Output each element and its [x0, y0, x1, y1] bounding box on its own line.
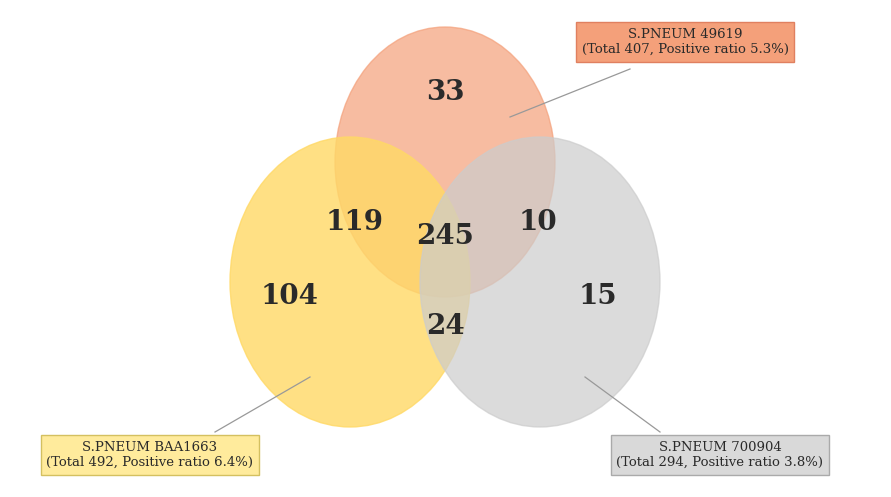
- Text: S.PNEUM 700904
(Total 294, Positive ratio 3.8%): S.PNEUM 700904 (Total 294, Positive rati…: [617, 441, 823, 469]
- Text: 24: 24: [426, 314, 464, 340]
- Text: 104: 104: [261, 283, 319, 311]
- Text: 10: 10: [519, 209, 557, 236]
- Text: 245: 245: [416, 224, 474, 250]
- Text: 33: 33: [426, 79, 464, 105]
- Ellipse shape: [420, 137, 660, 427]
- Text: 119: 119: [326, 209, 384, 236]
- Text: 15: 15: [578, 283, 617, 311]
- Text: S.PNEUM 49619
(Total 407, Positive ratio 5.3%): S.PNEUM 49619 (Total 407, Positive ratio…: [582, 28, 789, 56]
- Ellipse shape: [335, 27, 555, 297]
- Ellipse shape: [230, 137, 470, 427]
- Text: S.PNEUM BAA1663
(Total 492, Positive ratio 6.4%): S.PNEUM BAA1663 (Total 492, Positive rat…: [46, 441, 254, 469]
